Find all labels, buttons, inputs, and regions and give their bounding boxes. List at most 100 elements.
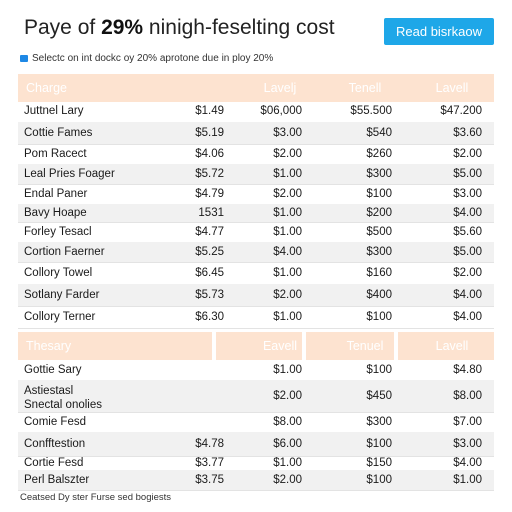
- row-label: Cortie Fesd: [24, 457, 84, 469]
- col-header-lavell[interactable]: Lavell: [435, 339, 469, 353]
- table-row[interactable]: Collory Terner $6.30 $1.00 $100 $4.00: [18, 306, 494, 328]
- row-label: Endal Paner: [24, 188, 88, 200]
- table2-header: Thesary Eavell Tenuel Lavell: [18, 332, 494, 360]
- row-value-v4: $5.00: [453, 246, 482, 258]
- row-value-v4: $1.00: [453, 474, 482, 486]
- table1-header: Charge Lavelj Tenell Lavell: [18, 74, 494, 102]
- row-value-v3: $100: [366, 438, 392, 450]
- table-row[interactable]: Juttnel Lary $1.49 $06,000 $55.500 $47.200: [18, 100, 494, 122]
- row-label: Juttnel Lary: [24, 105, 84, 117]
- row-value-v3: $300: [366, 246, 392, 258]
- row-value-v4: $4.00: [453, 207, 482, 219]
- table-row[interactable]: Comie Fesd $8.00 $300 $7.00: [18, 412, 494, 432]
- row-label: Perl Balszter: [24, 474, 90, 486]
- row-value-v1: $3.77: [195, 457, 224, 469]
- col-header-tenell[interactable]: Tenell: [348, 81, 382, 95]
- row-value-v2: $1.00: [273, 207, 302, 219]
- read-button[interactable]: Read bisrkaow: [384, 18, 494, 45]
- row-label: Comie Fesd: [24, 416, 86, 428]
- col-header-thesary[interactable]: Thesary: [26, 339, 72, 353]
- row-value-v3: $100: [366, 474, 392, 486]
- title-highlight: 29%: [101, 16, 144, 39]
- row-value-v3: $100: [366, 364, 392, 376]
- row-value-v2: $1.00: [273, 168, 302, 180]
- table-row[interactable]: Confftestion $4.78 $6.00 $100 $3.00: [18, 432, 494, 456]
- row-value-v2: $2.00: [273, 148, 302, 160]
- subtitle-row: Selectc on int dockc oy 20% aprotone due…: [20, 53, 273, 64]
- row-value-v1: $4.77: [195, 226, 224, 238]
- row-value-v2: $8.00: [273, 416, 302, 428]
- col-header-charge[interactable]: Charge: [26, 81, 67, 95]
- row-value-v3: $400: [366, 289, 392, 301]
- table-row[interactable]: Cottie Fames $5.19 $3.00 $540 $3.60: [18, 122, 494, 144]
- col-header-eavell[interactable]: Eavell: [262, 339, 298, 353]
- row-value-v2: $3.00: [273, 127, 302, 139]
- row-value-v3: $160: [366, 267, 392, 279]
- row-label: Sotlany Farder: [24, 289, 100, 301]
- row-divider: [18, 306, 494, 307]
- row-value-v4: $47.200: [440, 105, 482, 117]
- row-divider: [18, 144, 494, 145]
- table-row[interactable]: Collory Towel $6.45 $1.00 $160 $2.00: [18, 262, 494, 284]
- row-label: Pom Racect: [24, 148, 87, 160]
- row-value-v1: $3.75: [195, 474, 224, 486]
- col-header-tenuel[interactable]: Tenuel: [346, 339, 384, 353]
- row-divider: [18, 412, 494, 413]
- row-value-v2: $4.00: [273, 246, 302, 258]
- row-divider: [18, 456, 494, 457]
- table-row[interactable]: Astiestasl Snectal onolies $2.00 $450 $8.00: [18, 380, 494, 412]
- page-title: Paye of 29% ninigh-feselting cost: [24, 16, 335, 40]
- table-row[interactable]: Endal Paner $4.79 $2.00 $100 $3.00: [18, 184, 494, 204]
- col-header-level1[interactable]: Lavelj: [263, 81, 297, 95]
- row-value-v4: $7.00: [453, 416, 482, 428]
- row-value-v3: $540: [366, 127, 392, 139]
- row-value-v1: $6.45: [195, 267, 224, 279]
- footer-note: Ceatsed Dy ster Furse sed bogiests: [20, 492, 172, 503]
- row-value-v3: $260: [366, 148, 392, 160]
- row-value-v2: $2.00: [273, 289, 302, 301]
- row-label: Collory Towel: [24, 267, 93, 279]
- row-label: Leal Pries Foager: [24, 168, 115, 180]
- title-prefix: Paye of: [24, 16, 102, 39]
- table-row[interactable]: Gottie Sary $1.00 $100 $4.80: [18, 360, 494, 380]
- row-value-v4: $4.00: [453, 457, 482, 469]
- row-value-v2: $2.00: [273, 188, 302, 200]
- row-value-v2: $06,000: [260, 105, 302, 117]
- row-value-v3: $500: [366, 226, 392, 238]
- col-header-level2[interactable]: Lavell: [435, 81, 469, 95]
- row-value-v4: $5.00: [453, 168, 482, 180]
- row-value-v3: $100: [366, 311, 392, 323]
- table-row[interactable]: Cortion Faerner $5.25 $4.00 $300 $5.00: [18, 242, 494, 262]
- row-value-v2: $1.00: [273, 457, 302, 469]
- row-value-v3: $100: [366, 188, 392, 200]
- table-row[interactable]: Forley Tesacl $4.77 $1.00 $500 $5.60: [18, 222, 494, 242]
- table-row[interactable]: Pom Racect $4.06 $2.00 $260 $2.00: [18, 144, 494, 164]
- table-row[interactable]: Cortie Fesd $3.77 $1.00 $150 $4.00: [18, 456, 494, 470]
- row-label: Cortion Faerner: [24, 246, 105, 258]
- table-row[interactable]: Perl Balszter $3.75 $2.00 $100 $1.00: [18, 470, 494, 490]
- row-label: Forley Tesacl: [24, 226, 92, 238]
- row-value-v1: $4.06: [195, 148, 224, 160]
- row-label: Gottie Sary: [24, 364, 82, 376]
- row-value-v1: $6.30: [195, 311, 224, 323]
- row-value-v1: $5.19: [195, 127, 224, 139]
- checkbox-icon[interactable]: [20, 54, 28, 62]
- row-value-v4: $2.00: [453, 148, 482, 160]
- row-divider: [18, 262, 494, 263]
- row-value-v2: $1.00: [273, 364, 302, 376]
- table-row[interactable]: Bavy Hoape 1531 $1.00 $200 $4.00: [18, 204, 494, 222]
- row-value-v3: $200: [366, 207, 392, 219]
- row-value-v1: $4.78: [195, 438, 224, 450]
- row-value-v2: $1.00: [273, 267, 302, 279]
- header-segment: [398, 332, 494, 360]
- row-value-v1: $5.72: [195, 168, 224, 180]
- row-value-v1: 1531: [198, 207, 224, 219]
- row-value-v4: $4.00: [453, 311, 482, 323]
- table-row[interactable]: Leal Pries Foager $5.72 $1.00 $300 $5.00: [18, 164, 494, 184]
- row-value-v1: $5.25: [195, 246, 224, 258]
- table-row[interactable]: Sotlany Farder $5.73 $2.00 $400 $4.00: [18, 284, 494, 306]
- row-value-v3: $55.500: [350, 105, 392, 117]
- row-label: Confftestion: [24, 438, 86, 450]
- row-label: Collory Terner: [24, 311, 96, 323]
- row-value-v2: $1.00: [273, 311, 302, 323]
